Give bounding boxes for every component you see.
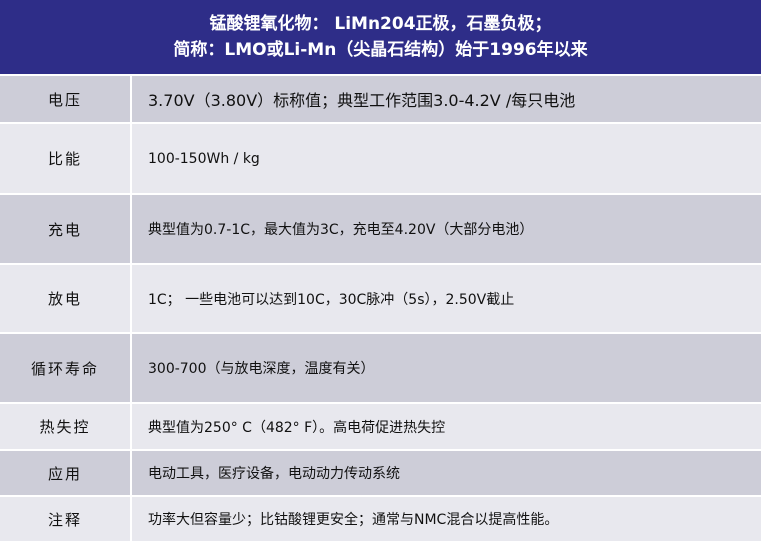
row-label: 电压 [0,76,132,122]
spec-table: 电压 3.70V（3.80V）标称值；典型工作范围3.0-4.2V /每只电池 … [0,76,761,543]
row-label: 应用 [0,451,132,495]
row-value: 电动工具，医疗设备，电动动力传动系统 [148,466,400,482]
table-row: 比能 100-150Wh / kg [0,124,761,195]
table-row: 热失控 典型值为250° C（482° F）。高电荷促进热失控 [0,404,761,451]
row-value: 100-150Wh / kg [148,150,260,167]
row-value: 3.70V（3.80V）标称值；典型工作范围3.0-4.2V /每只电池 [148,91,576,110]
table-row: 注释 功率大但容量少；比钴酸锂更安全；通常与NMC混合以提高性能。 [0,497,761,543]
row-label: 充电 [0,195,132,263]
table-row: 放电 1C； 一些电池可以达到10C，30C脉冲（5s），2.50V截止 [0,265,761,334]
table-row: 电压 3.70V（3.80V）标称值；典型工作范围3.0-4.2V /每只电池 [0,76,761,124]
row-label: 循环寿命 [0,334,132,402]
table-header: 锰酸锂氧化物： LiMn204正极，石墨负极； 简称：LMO或Li-Mn（尖晶石… [0,0,761,74]
row-label: 注释 [0,497,132,541]
table-row: 应用 电动工具，医疗设备，电动动力传动系统 [0,451,761,497]
header-line-1: 锰酸锂氧化物： LiMn204正极，石墨负极； [209,14,552,34]
table-row: 循环寿命 300-700（与放电深度，温度有关） [0,334,761,404]
row-label: 比能 [0,124,132,193]
row-value: 典型值为250° C（482° F）。高电荷促进热失控 [148,419,446,436]
row-value: 300-700（与放电深度，温度有关） [148,361,375,377]
table-row: 充电 典型值为0.7-1C，最大值为3C，充电至4.20V（大部分电池） [0,195,761,265]
row-label: 热失控 [0,404,132,449]
row-value: 1C； 一些电池可以达到10C，30C脉冲（5s），2.50V截止 [148,291,515,308]
row-label: 放电 [0,265,132,332]
header-line-2: 简称：LMO或Li-Mn（尖晶石结构）始于1996年以来 [173,40,588,60]
row-value: 典型值为0.7-1C，最大值为3C，充电至4.20V（大部分电池） [148,222,534,238]
row-value: 功率大但容量少；比钴酸锂更安全；通常与NMC混合以提高性能。 [148,512,559,528]
